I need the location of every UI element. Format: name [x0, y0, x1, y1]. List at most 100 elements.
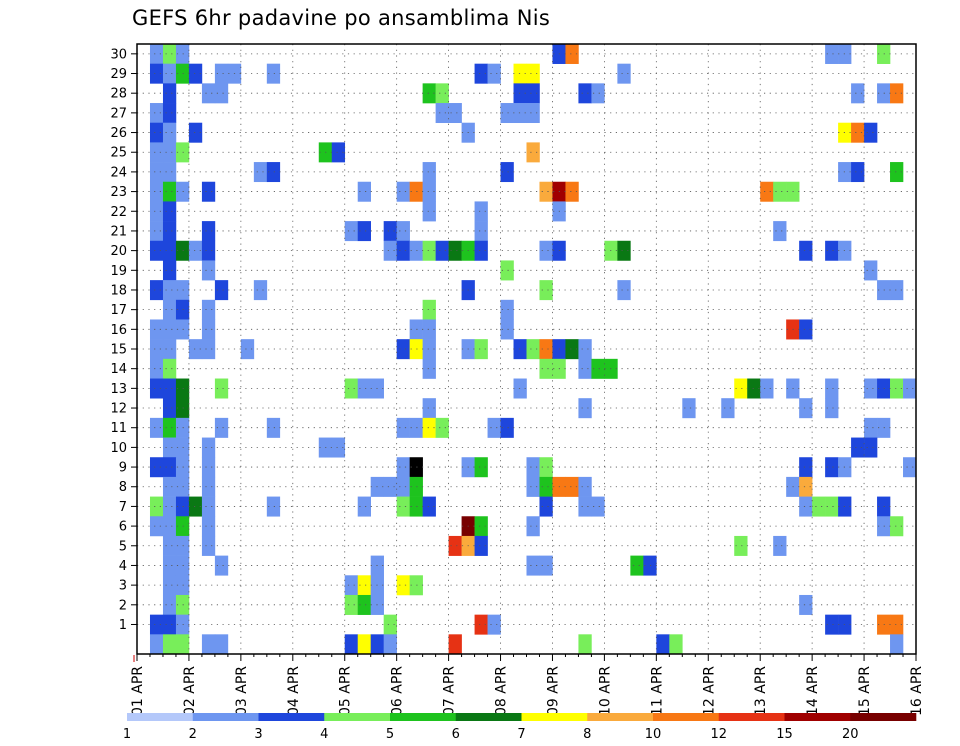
chart-title: GEFS 6hr padavine po ansamblima Nis [132, 6, 551, 30]
heatmap-cell [188, 63, 203, 84]
heatmap-cell [214, 83, 229, 104]
heatmap-cell [422, 417, 436, 438]
heatmap-cell [435, 83, 449, 104]
heatmap-cell [747, 378, 761, 399]
heatmap-cell [877, 44, 891, 64]
x-tick-label: 06 APR [390, 666, 406, 716]
heatmap-cell [266, 162, 281, 183]
heatmap-cell [162, 437, 177, 458]
x-tick-label: 08 APR [494, 666, 510, 716]
heatmap-cell [162, 181, 177, 202]
heatmap-cell [149, 634, 164, 655]
x-ticks: 01 APR 02 APR 03 APR 04 APR 05 APR 06 APR 07 A… [130, 654, 925, 716]
heatmap-cell [539, 240, 553, 261]
heatmap-cell [422, 240, 436, 261]
heatmap-cell [812, 496, 826, 517]
heatmap-cell [162, 614, 177, 635]
heatmap-cell [435, 240, 449, 261]
heatmap-cell [396, 476, 410, 497]
colorbar-swatch [784, 713, 851, 721]
heatmap-cell [162, 417, 177, 438]
heatmap-cell [188, 122, 203, 143]
heatmap-cell [513, 103, 527, 124]
heatmap-cell [383, 634, 397, 655]
heatmap-cell [357, 378, 371, 399]
heatmap-cell [331, 142, 346, 163]
cells-layer [149, 44, 917, 655]
heatmap-cell [513, 63, 527, 84]
heatmap-cell [669, 634, 683, 655]
heatmap-cell [539, 358, 553, 379]
heatmap-cell [357, 221, 371, 242]
colorbar-label: 5 [386, 727, 394, 742]
heatmap-cell [422, 339, 436, 360]
heatmap-cell [435, 103, 449, 124]
x-tick-label: 09 APR [546, 666, 562, 716]
y-tick-label: 21 [110, 224, 127, 239]
heatmap-cell [175, 378, 190, 399]
heatmap-cell [175, 417, 190, 438]
heatmap-cell [890, 378, 904, 399]
heatmap-cell [630, 555, 644, 576]
colorbar-swatch [127, 713, 194, 721]
heatmap-cell [526, 516, 540, 537]
heatmap-cell [539, 555, 553, 576]
heatmap-cell [149, 122, 164, 143]
heatmap-cell [344, 221, 359, 242]
heatmap-cell [825, 614, 839, 635]
y-tick-label: 16 [110, 323, 127, 338]
heatmap-cell [149, 240, 164, 261]
heatmap-cell [526, 476, 540, 497]
heatmap-cell [526, 339, 540, 360]
y-tick-label: 26 [110, 126, 127, 141]
heatmap-cell [890, 614, 904, 635]
heatmap-cell [526, 83, 540, 104]
y-tick-label: 14 [110, 362, 127, 377]
heatmap-cell [162, 122, 177, 143]
heatmap-cell [162, 103, 177, 124]
heatmap-cell [383, 221, 397, 242]
heatmap-cell [591, 496, 605, 517]
heatmap-cell [162, 457, 177, 478]
colorbar-label: 12 [710, 727, 727, 742]
heatmap-cell [526, 103, 540, 124]
heatmap-cell [799, 240, 813, 261]
colorbar-label: 10 [645, 727, 662, 742]
heatmap-cell [474, 221, 488, 242]
heatmap-cell [162, 358, 177, 379]
x-tick-label: 13 APR [753, 666, 769, 716]
colorbar-label: 20 [842, 727, 859, 742]
heatmap-cell [799, 398, 813, 419]
heatmap-cell [422, 162, 436, 183]
heatmap-cell [201, 240, 216, 261]
colorbar-label: 2 [189, 727, 197, 742]
heatmap-cell [344, 378, 359, 399]
y-tick-label: 28 [110, 87, 127, 102]
heatmap-cell [474, 535, 488, 556]
heatmap-cell [539, 181, 553, 202]
heatmap-cell [149, 63, 164, 84]
heatmap-cell [890, 280, 904, 301]
heatmap-cell [214, 634, 229, 655]
heatmap-cell [149, 339, 164, 360]
heatmap-cell [565, 339, 579, 360]
heatmap-cell [149, 516, 164, 537]
y-tick-label: 27 [110, 106, 127, 121]
y-tick-label: 19 [110, 264, 127, 279]
heatmap-cell [162, 162, 177, 183]
heatmap-cell [851, 437, 865, 458]
heatmap-cell [825, 496, 839, 517]
heatmap-cell [396, 496, 410, 517]
x-tick-label: 01 APR [130, 666, 146, 716]
heatmap-cell [825, 398, 839, 419]
x-tick-label: 15 APR [857, 666, 873, 716]
y-tick-label: 17 [110, 303, 127, 318]
heatmap-cell [864, 417, 878, 438]
heatmap-cell [396, 240, 410, 261]
heatmap-cell [149, 417, 164, 438]
heatmap-cell [253, 280, 268, 301]
heatmap-cell [175, 634, 190, 655]
heatmap-cell [214, 63, 229, 84]
heatmap-cell [175, 319, 190, 340]
